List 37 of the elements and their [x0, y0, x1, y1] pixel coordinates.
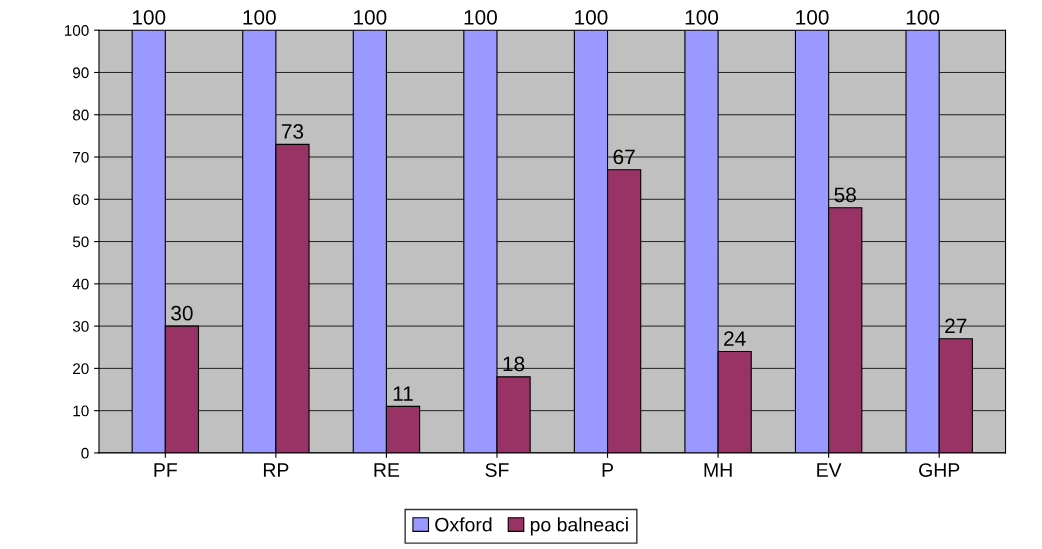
- data-label: 100: [354, 9, 387, 25]
- x-tick-label: SF: [485, 463, 509, 477]
- data-label: 100: [796, 9, 829, 25]
- data-label: 58: [834, 187, 856, 203]
- y-tick-label: 20: [73, 363, 89, 375]
- data-label: 100: [685, 9, 719, 25]
- data-label: 30: [171, 305, 193, 321]
- data-label: 100: [464, 9, 497, 25]
- x-tick-label: MH: [704, 463, 732, 477]
- y-tick-label: 10: [73, 405, 89, 417]
- data-label: 100: [906, 9, 940, 25]
- data-label: 11: [393, 386, 413, 401]
- y-tick-label: 70: [73, 151, 89, 163]
- x-tick-label: EV: [817, 463, 842, 477]
- x-tick-label: GHP: [919, 463, 960, 477]
- data-label: 100: [132, 9, 166, 25]
- y-tick-label: 30: [72, 320, 89, 332]
- data-label: 18: [503, 356, 525, 372]
- data-label: 100: [243, 9, 276, 25]
- y-tick-label: 80: [72, 109, 89, 121]
- data-label: 100: [575, 9, 608, 25]
- x-tick-label: RE: [374, 463, 400, 477]
- x-tick-label: RP: [263, 463, 289, 477]
- y-tick-label: 90: [72, 67, 89, 79]
- y-tick-label: 60: [73, 194, 89, 205]
- data-label: 67: [613, 149, 635, 165]
- data-label: 24: [724, 331, 746, 346]
- legend-label: Oxford: [435, 517, 492, 532]
- data-label: 73: [281, 124, 304, 139]
- y-tick-label: 0: [81, 447, 89, 459]
- y-tick-label: 100: [64, 25, 89, 36]
- y-tick-label: 40: [72, 278, 89, 290]
- y-tick-label: 50: [72, 236, 89, 248]
- x-tick-label: P: [602, 463, 613, 477]
- legend-label: po balneaci: [530, 517, 628, 536]
- x-tick-label: PF: [154, 463, 177, 477]
- data-label: 27: [945, 318, 967, 334]
